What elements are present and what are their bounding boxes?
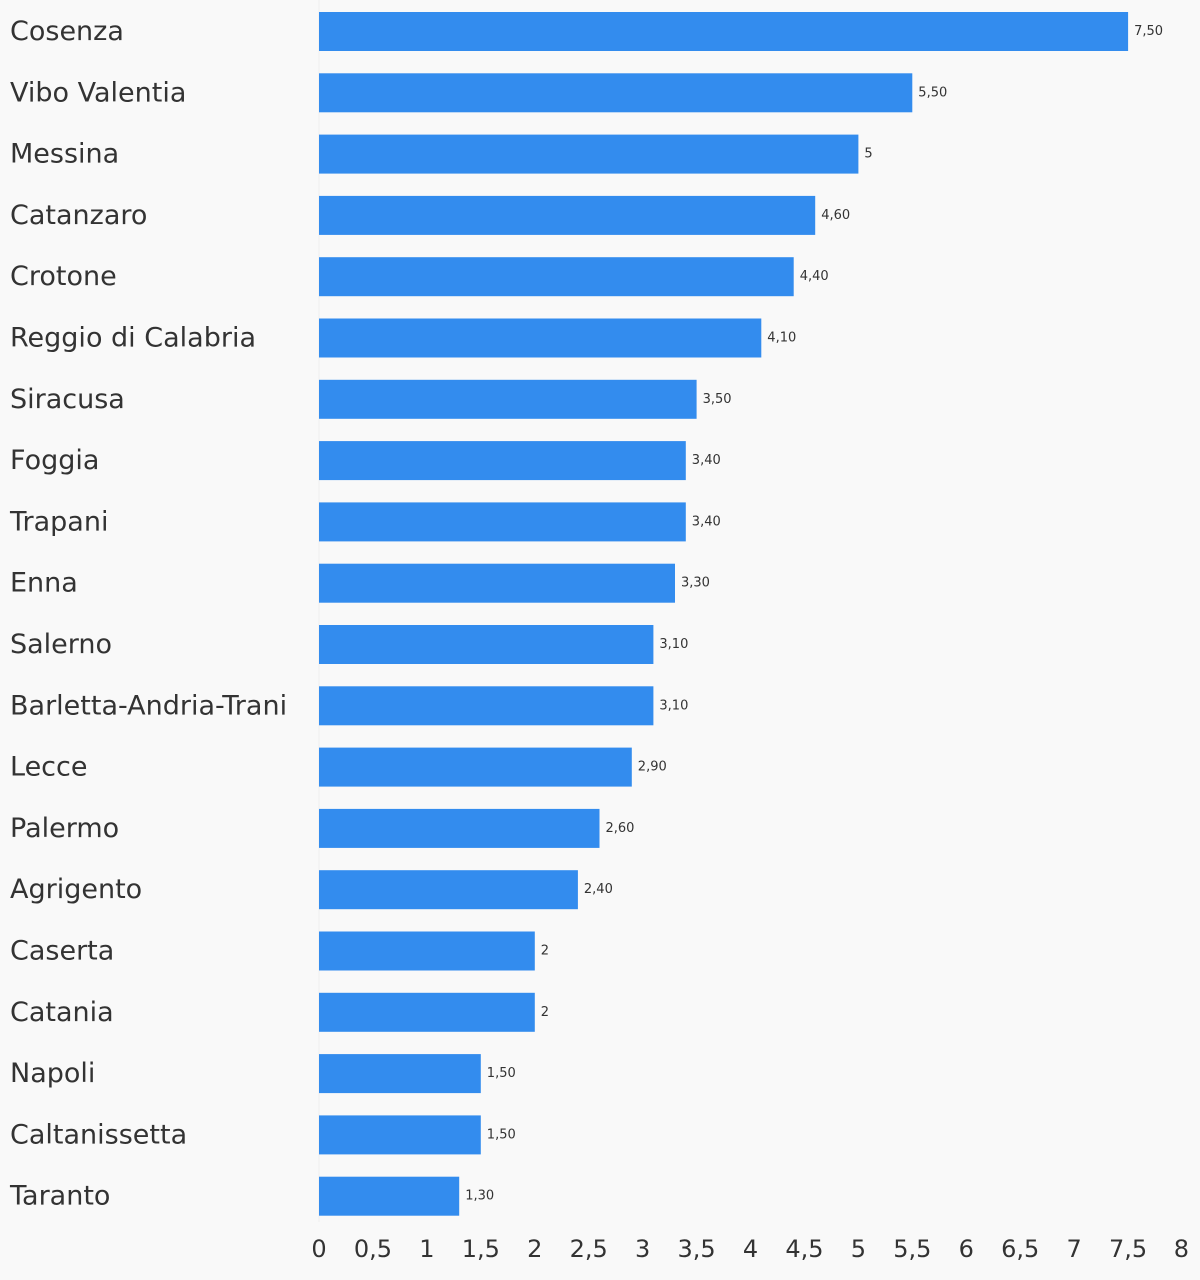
bar-4 [319, 257, 794, 297]
x-tick-label-11: 5,5 [893, 1235, 931, 1263]
bar-14 [319, 870, 578, 910]
category-label-2: Messina [10, 139, 119, 170]
category-label-17: Napoli [10, 1058, 95, 1089]
category-label-12: Lecce [10, 752, 87, 783]
value-label-16: 2 [541, 1005, 549, 1020]
value-label-9: 3,30 [681, 576, 710, 591]
value-label-13: 2,60 [606, 821, 635, 836]
category-label-0: Cosenza [10, 16, 124, 47]
bar-11 [319, 686, 654, 726]
x-tick-label-14: 7 [1066, 1235, 1081, 1263]
value-labels-group: 7,50 5,50 5 4,60 4,40 4,10 3,50 3,40 3,40 3,30 3,1… [465, 24, 1163, 1204]
category-label-7: Foggia [10, 445, 99, 476]
value-label-19: 1,30 [465, 1189, 494, 1204]
category-label-15: Caserta [10, 936, 114, 967]
bars-group [319, 12, 1129, 1216]
category-label-13: Palermo [10, 813, 119, 844]
category-label-5: Reggio di Calabria [10, 323, 256, 354]
category-label-19: Taranto [9, 1181, 110, 1212]
x-tick-label-8: 4 [743, 1235, 758, 1263]
x-tick-label-2: 1 [419, 1235, 434, 1263]
bar-15 [319, 931, 535, 971]
bar-13 [319, 808, 600, 848]
value-label-10: 3,10 [659, 637, 688, 652]
value-label-11: 3,10 [659, 698, 688, 713]
category-label-9: Enna [10, 568, 78, 599]
category-labels-group: Cosenza Vibo Valentia Messina Catanzaro Crot… [9, 16, 287, 1212]
x-tick-label-15: 7,5 [1109, 1235, 1147, 1263]
x-tick-label-13: 6,5 [1001, 1235, 1039, 1263]
bar-2 [319, 134, 859, 174]
value-label-2: 5 [864, 147, 872, 162]
bar-6 [319, 379, 697, 419]
x-axis-tick-labels-group: 0 0,5 1 1,5 2 2,5 3 3,5 4 4,5 5 5,5 6 6,5 7 7,5 8 [311, 1235, 1189, 1263]
value-label-1: 5,50 [918, 85, 947, 100]
x-tick-label-5: 2,5 [570, 1235, 608, 1263]
x-tick-label-16: 8 [1174, 1235, 1189, 1263]
x-tick-label-9: 4,5 [785, 1235, 823, 1263]
bar-17 [319, 1054, 481, 1094]
bar-0 [319, 12, 1129, 51]
x-tick-label-0: 0 [311, 1235, 326, 1263]
category-label-16: Catania [10, 997, 114, 1028]
category-label-10: Salerno [10, 629, 112, 660]
value-label-4: 4,40 [800, 269, 829, 284]
value-label-7: 3,40 [692, 453, 721, 468]
bar-9 [319, 563, 675, 603]
value-label-3: 4,60 [821, 208, 850, 223]
x-tick-label-12: 6 [959, 1235, 974, 1263]
x-tick-label-1: 0,5 [354, 1235, 392, 1263]
bar-16 [319, 992, 535, 1032]
category-label-6: Siracusa [10, 384, 125, 415]
x-tick-label-6: 3 [635, 1235, 650, 1263]
bar-1 [319, 73, 913, 113]
value-label-6: 3,50 [703, 392, 732, 407]
value-label-14: 2,40 [584, 882, 613, 897]
value-label-0: 7,50 [1134, 24, 1163, 39]
category-label-14: Agrigento [10, 874, 142, 905]
value-label-12: 2,90 [638, 760, 667, 775]
bar-19 [319, 1176, 460, 1216]
value-label-15: 2 [541, 944, 549, 959]
value-label-18: 1,50 [487, 1127, 516, 1142]
category-label-3: Catanzaro [10, 200, 147, 231]
bar-10 [319, 625, 654, 664]
category-label-8: Trapani [9, 506, 108, 537]
bar-3 [319, 195, 816, 235]
category-label-1: Vibo Valentia [10, 77, 186, 108]
value-label-8: 3,40 [692, 514, 721, 529]
x-tick-label-3: 1,5 [462, 1235, 500, 1263]
x-tick-label-10: 5 [851, 1235, 866, 1263]
value-label-17: 1,50 [487, 1066, 516, 1081]
x-tick-label-4: 2 [527, 1235, 542, 1263]
category-label-4: Crotone [10, 261, 117, 292]
bar-8 [319, 502, 686, 542]
bar-18 [319, 1115, 481, 1155]
value-label-5: 4,10 [767, 331, 796, 346]
bar-5 [319, 318, 762, 358]
bar-12 [319, 747, 632, 787]
x-tick-label-7: 3,5 [678, 1235, 716, 1263]
category-label-18: Caltanissetta [10, 1119, 187, 1150]
category-label-11: Barletta-Andria-Trani [10, 690, 287, 721]
bar-7 [319, 441, 686, 481]
